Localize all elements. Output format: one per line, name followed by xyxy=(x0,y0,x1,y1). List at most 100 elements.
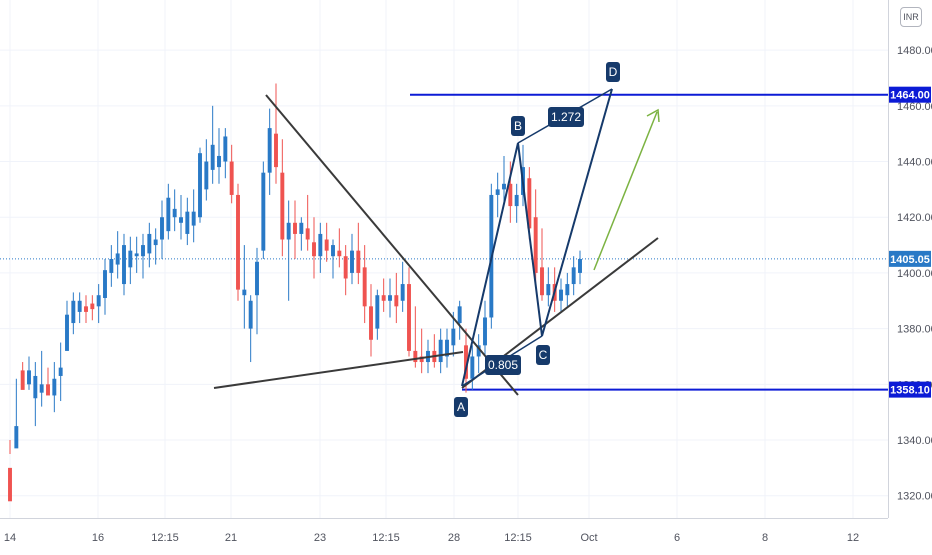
candle xyxy=(483,300,487,357)
candle-body xyxy=(134,253,139,257)
upper-level-tag-text: 1464.00 xyxy=(890,90,930,102)
candle-body xyxy=(293,222,297,234)
ratio-label: 1.272 xyxy=(548,107,584,127)
candle-body xyxy=(115,253,120,265)
candle xyxy=(166,183,171,240)
ratio-label: 0.805 xyxy=(485,355,521,375)
candle-body xyxy=(191,211,196,226)
candle xyxy=(242,245,247,329)
x-tick-label: Oct xyxy=(580,532,597,544)
candle-body xyxy=(495,189,500,195)
pattern-point-box xyxy=(606,62,620,82)
candle-body xyxy=(331,245,335,257)
candle-body xyxy=(210,144,215,170)
candle-body xyxy=(179,217,183,223)
candle xyxy=(274,83,278,184)
candle xyxy=(495,172,500,218)
pattern-point-label: D xyxy=(609,65,618,79)
candle-body xyxy=(578,259,582,273)
candle xyxy=(312,217,316,279)
ratio-label-text: 1.272 xyxy=(551,110,581,124)
pattern-point-box xyxy=(454,397,468,417)
x-tick-label: 16 xyxy=(92,532,104,544)
candle-body xyxy=(8,467,12,502)
candle xyxy=(46,367,50,396)
pattern-point-label: B xyxy=(514,119,522,133)
candle xyxy=(90,295,95,321)
candle-body xyxy=(546,284,551,296)
candle-body xyxy=(413,350,418,363)
candle-body xyxy=(274,133,278,168)
x-tick-label: 14 xyxy=(4,532,16,544)
candle-body xyxy=(20,370,25,390)
candle xyxy=(185,197,190,246)
y-tick-label: 1380.00 xyxy=(897,324,932,336)
candle xyxy=(20,362,25,390)
x-tick-label: 12:15 xyxy=(372,532,400,544)
candle xyxy=(331,239,335,279)
candle-body xyxy=(565,284,570,296)
candle xyxy=(546,267,551,307)
ratio-label-box xyxy=(485,355,521,375)
candle-body xyxy=(280,172,285,240)
y-tick-label: 1320.00 xyxy=(897,491,932,503)
candle xyxy=(400,261,405,312)
current-price-tag-box xyxy=(889,250,931,267)
candle-body xyxy=(217,155,221,168)
candle-body xyxy=(255,261,259,296)
candle-body xyxy=(147,233,152,254)
pattern-point-label: A xyxy=(457,400,465,414)
currency-badge[interactable]: INR xyxy=(900,7,922,27)
candle-body xyxy=(103,270,107,298)
candle xyxy=(191,189,196,243)
horizontal-levels xyxy=(0,93,888,391)
candle xyxy=(14,378,19,449)
x-tick-label: 12:15 xyxy=(151,532,179,544)
candle-body xyxy=(128,250,133,268)
candle xyxy=(369,284,373,357)
current-price-tag-text: 1405.05 xyxy=(890,254,930,266)
candle xyxy=(255,247,259,335)
candle-body xyxy=(540,267,544,296)
candle-body xyxy=(362,267,367,307)
x-tick-label: 28 xyxy=(448,532,460,544)
candle-body xyxy=(58,367,63,376)
candle-body xyxy=(343,256,348,279)
candle xyxy=(356,222,361,285)
candle-body xyxy=(109,259,114,273)
candle xyxy=(141,233,145,279)
candle xyxy=(419,328,424,374)
candle-body xyxy=(559,289,563,301)
x-tick-label: 8 xyxy=(762,532,768,544)
candle-body xyxy=(153,239,158,246)
candle xyxy=(128,236,133,285)
candle-body xyxy=(141,245,145,257)
candle xyxy=(229,144,234,204)
candle-body xyxy=(299,222,304,234)
candle-body xyxy=(502,183,506,190)
pattern-point-label: C xyxy=(539,348,548,362)
candle xyxy=(324,222,329,262)
candle xyxy=(172,189,177,232)
candle xyxy=(58,342,63,402)
candle xyxy=(236,183,240,301)
candle xyxy=(210,105,215,184)
candle xyxy=(565,272,570,307)
x-tick-label: 21 xyxy=(225,532,237,544)
candle xyxy=(464,328,468,393)
candle-body xyxy=(407,284,411,351)
candle-body xyxy=(464,345,468,379)
candle xyxy=(204,139,209,201)
candle-body xyxy=(65,314,69,351)
candle xyxy=(413,306,418,368)
candle-body xyxy=(286,222,291,240)
candle xyxy=(445,328,449,368)
y-tick-label: 1340.00 xyxy=(897,435,932,447)
candle-body xyxy=(39,384,44,393)
x-tick-label: 6 xyxy=(674,532,680,544)
candle-body xyxy=(438,339,443,363)
candle xyxy=(293,200,297,259)
candle-body xyxy=(457,306,462,324)
candle-body xyxy=(533,217,538,273)
candle xyxy=(540,228,544,301)
